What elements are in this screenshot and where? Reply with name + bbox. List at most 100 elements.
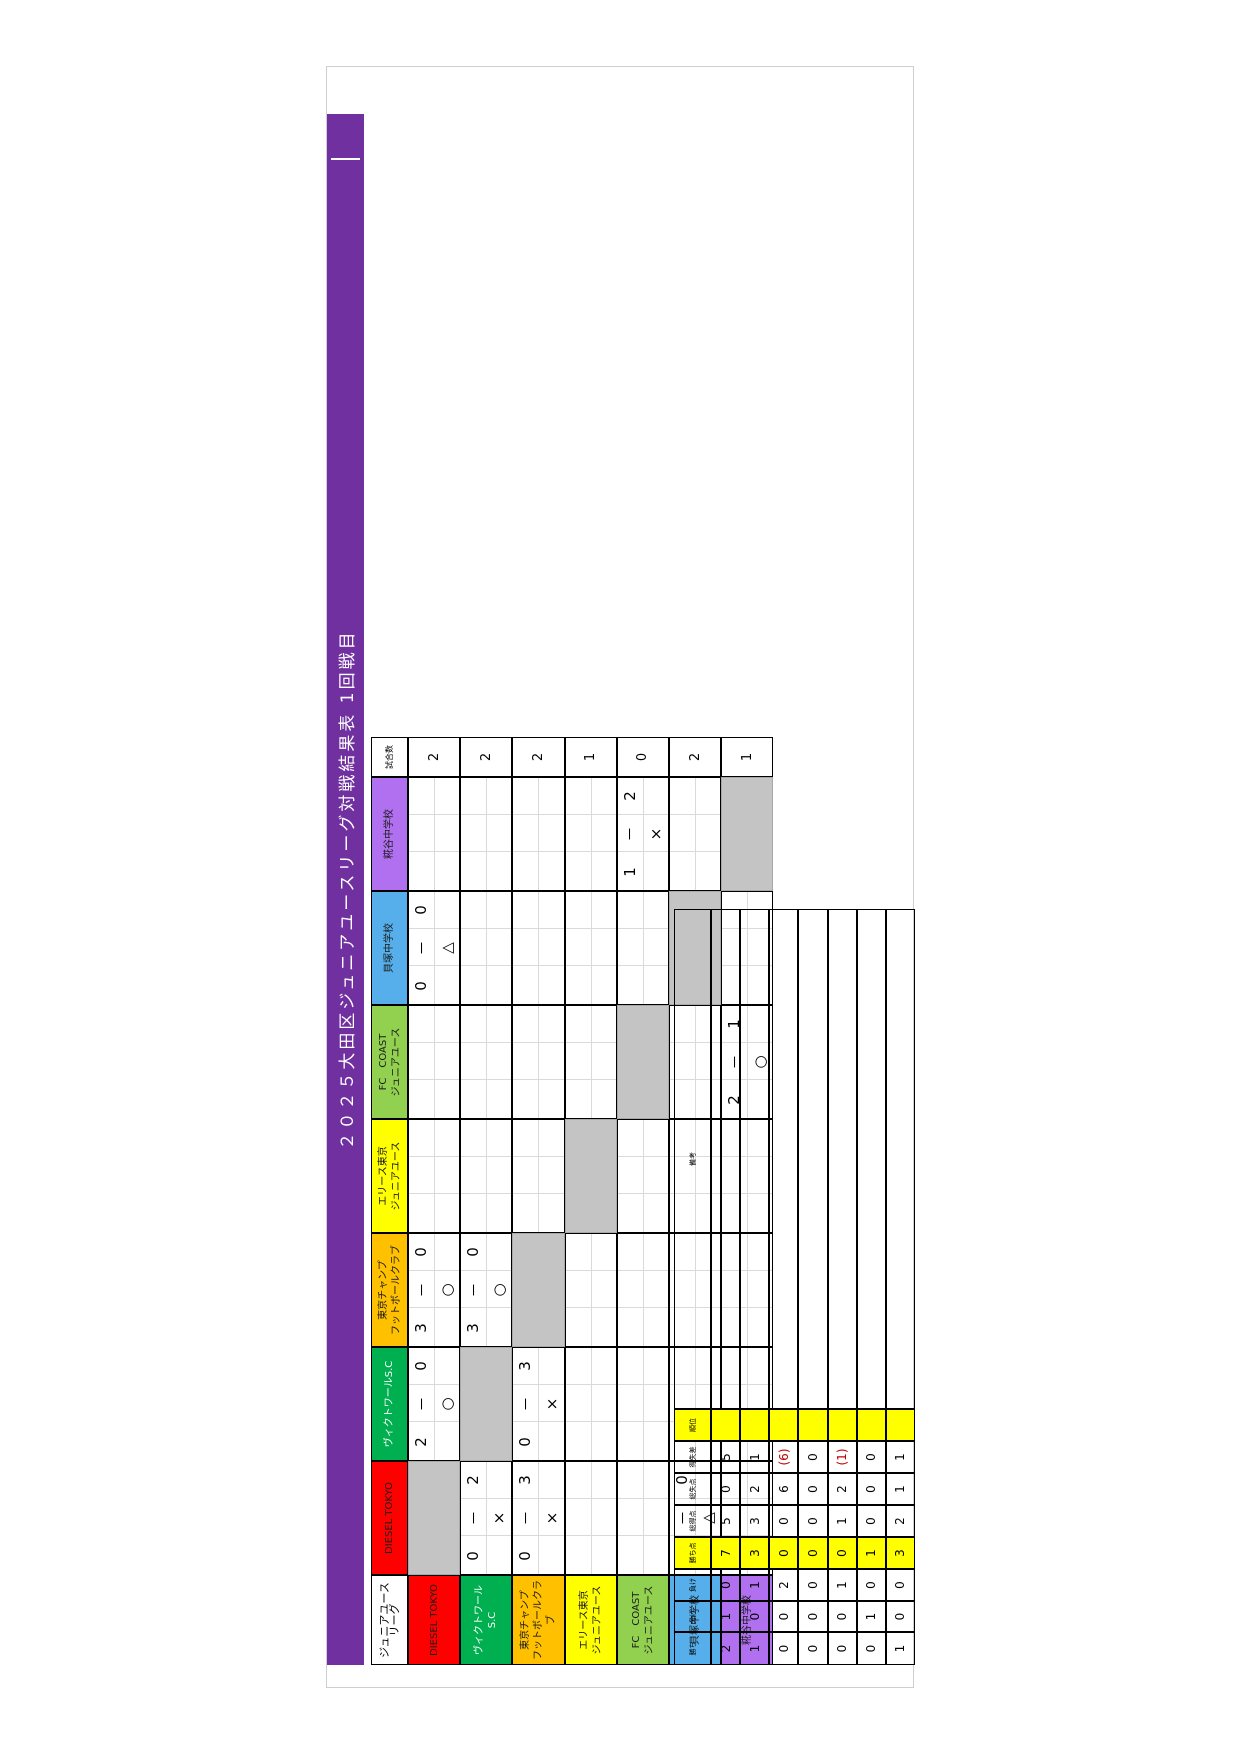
- standings-draws: 1: [856, 1601, 886, 1632]
- standings-losses: 1: [827, 1569, 857, 1601]
- self-match-cell: [564, 1119, 617, 1233]
- row-header-team: DIESEL TOKYO: [408, 1575, 461, 1665]
- row-header-team: 東京チャンプ フットボールクラブ: [512, 1575, 565, 1665]
- match-cell: [564, 1461, 617, 1575]
- standings-draws: 0: [769, 1601, 799, 1632]
- standings-ga: 0: [711, 1473, 741, 1505]
- score-for: 0: [412, 981, 431, 991]
- match-cell: [460, 891, 513, 1005]
- grid-line: [642, 1462, 644, 1574]
- match-cell: [564, 891, 617, 1005]
- standings-points: 0: [798, 1537, 828, 1569]
- standings-diff: 1: [740, 1441, 770, 1473]
- result-mark: ×: [646, 827, 665, 841]
- result-sheet: ２０２５大田区ジュニアユースリーグ対戦結果表 1回戦目 ジュニアユースリーグ DI…: [326, 66, 915, 1688]
- grid-line: [590, 1234, 592, 1346]
- standings-wins: 0: [798, 1632, 828, 1665]
- grid-line: [590, 892, 592, 1004]
- banner-divider: [331, 158, 360, 160]
- grid-line: [486, 892, 488, 1004]
- score-dash: －: [464, 1510, 483, 1526]
- standings-header: 順位: [674, 1409, 711, 1441]
- column-header-team: 東京チャンプ フットボールクラブ: [371, 1233, 408, 1347]
- score-for: 0: [516, 1551, 535, 1561]
- column-header-team: FC COAST ジュニアユース: [371, 1005, 408, 1119]
- score-against: 2: [464, 1475, 483, 1485]
- standings-diff: 5: [711, 1441, 741, 1473]
- grid-line: [486, 1120, 488, 1232]
- standings-ga: 0: [856, 1473, 886, 1505]
- score-dash: －: [464, 1282, 483, 1298]
- standings-header: 総失点: [674, 1473, 711, 1505]
- standings-note: [798, 909, 828, 1409]
- standings-note: [769, 909, 799, 1409]
- match-cell: [564, 1005, 617, 1119]
- standings-points: 3: [885, 1537, 915, 1569]
- standings-note: [740, 909, 770, 1409]
- standings-gf: 3: [740, 1505, 770, 1537]
- standings-gf: 1: [827, 1505, 857, 1537]
- match-cell: [408, 1119, 461, 1233]
- result-mark: ×: [542, 1511, 561, 1525]
- matches-played: 2: [512, 737, 565, 777]
- match-cell: [564, 777, 617, 891]
- standings-rank: [856, 1409, 886, 1441]
- standings-diff: 0: [798, 1441, 828, 1473]
- standings-ga: 1: [885, 1473, 915, 1505]
- grid-line: [434, 778, 436, 890]
- score-against: 3: [516, 1361, 535, 1371]
- standings-rank: [711, 1409, 741, 1441]
- standings-points: 1: [856, 1537, 886, 1569]
- match-cell: [408, 777, 461, 891]
- result-mark: ○: [490, 1283, 509, 1297]
- score-for: 3: [464, 1323, 483, 1333]
- standings-diff: 0: [856, 1441, 886, 1473]
- standings-note: [885, 909, 915, 1409]
- standings-header: 負け: [674, 1569, 711, 1601]
- standings-wins: 0: [827, 1632, 857, 1665]
- column-header-team: DIESEL TOKYO: [371, 1461, 408, 1575]
- score-for: 0: [516, 1437, 535, 1447]
- score-against: 2: [620, 791, 639, 801]
- grid-line: [642, 1234, 644, 1346]
- match-cell: [616, 1461, 669, 1575]
- score-dash: －: [516, 1510, 535, 1526]
- standings-wins: 0: [856, 1632, 886, 1665]
- standings-ga: 6: [769, 1473, 799, 1505]
- grid-line: [590, 778, 592, 890]
- grid-line: [590, 1006, 592, 1118]
- match-cell: [460, 1005, 513, 1119]
- match-cell: [460, 777, 513, 891]
- standings-rank: [740, 1409, 770, 1441]
- grid-line: [642, 1348, 644, 1460]
- self-match-cell: [460, 1347, 513, 1461]
- score-for: 2: [412, 1437, 431, 1447]
- results-matrix: ジュニアユースリーグ DIESEL TOKYO ヴィクトワールS.C 東京チャンプ フ…: [371, 265, 774, 1665]
- grid-line: [590, 1462, 592, 1574]
- score-against: 3: [516, 1475, 535, 1485]
- column-header-matches: 試合数: [371, 737, 408, 777]
- score-dash: －: [412, 1282, 431, 1298]
- column-header-team: ヴィクトワールS.C: [371, 1347, 408, 1461]
- match-cell: [616, 1233, 669, 1347]
- score-against: 0: [412, 1361, 431, 1371]
- result-mark: ×: [542, 1397, 561, 1411]
- standings-ga: 2: [827, 1473, 857, 1505]
- standings-note: [856, 909, 886, 1409]
- grid-line: [642, 1120, 644, 1232]
- self-match-cell: [408, 1461, 461, 1575]
- matches-played: 0: [616, 737, 669, 777]
- standings-gf: 0: [798, 1505, 828, 1537]
- standings-rank: [885, 1409, 915, 1441]
- standings-diff: (6): [769, 1441, 799, 1473]
- match-cell: [512, 1005, 565, 1119]
- grid-line: [434, 1120, 436, 1232]
- score-for: 0: [464, 1551, 483, 1561]
- standings-gf: 0: [769, 1505, 799, 1537]
- result-mark: △: [438, 942, 457, 954]
- score-for: 1: [620, 867, 639, 877]
- matches-played: 2: [460, 737, 513, 777]
- standings-losses: 2: [769, 1569, 799, 1601]
- standings-rank: [769, 1409, 799, 1441]
- column-header-team: 糀谷中学校: [371, 777, 408, 891]
